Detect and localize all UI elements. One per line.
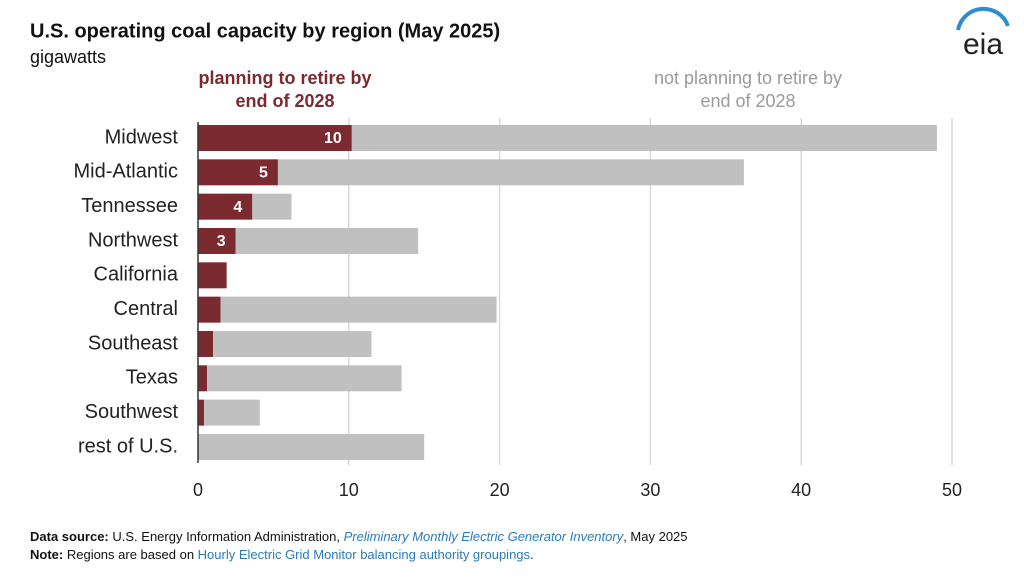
bar-segment: [213, 330, 372, 357]
chart-title: U.S. operating coal capacity by region (…: [30, 20, 500, 42]
logo: eia: [963, 28, 1003, 61]
value-label: 5: [259, 165, 268, 182]
bar-segment: [207, 365, 402, 392]
bar-segment: [198, 330, 214, 357]
y-tick-label: Tennessee: [81, 195, 178, 217]
x-tick-label: 50: [942, 480, 962, 500]
bar-segment: [198, 365, 208, 392]
note-after: .: [530, 547, 534, 562]
bar-segment: [198, 433, 425, 460]
note-text: Regions are based on: [66, 547, 198, 562]
y-tick-label: Mid-Atlantic: [74, 161, 178, 183]
legend-entry: planning to retire by end of 2028: [198, 68, 372, 111]
bar-segment: [204, 399, 260, 426]
chart-subtitle: gigawatts: [30, 47, 106, 67]
y-tick-label: Texas: [126, 367, 178, 389]
bar-segment: [351, 125, 937, 151]
y-tick-label: California: [94, 264, 179, 286]
x-tick-label: 20: [490, 480, 510, 500]
source-line: Data source: U.S. Energy Information Adm…: [30, 529, 688, 544]
value-label: 10: [324, 130, 342, 147]
source-label: Data source:: [30, 529, 109, 544]
y-tick-label: rest of U.S.: [78, 435, 178, 457]
x-tick-label: 40: [791, 480, 811, 500]
bar-segment: [198, 227, 236, 254]
bar-segment: [252, 193, 292, 220]
x-tick-label: 10: [339, 480, 359, 500]
bar-segment: [198, 159, 278, 186]
bar-segment: [198, 399, 205, 426]
source-link[interactable]: Preliminary Monthly Electric Generator I…: [343, 529, 624, 544]
value-label: 4: [233, 199, 242, 216]
bar-segment: [277, 159, 744, 186]
bar-segment: [198, 125, 352, 151]
logo-arc: [956, 6, 1010, 31]
note-label: Note:: [30, 547, 64, 562]
x-tick-label: 0: [193, 480, 203, 500]
source-after: , May 2025: [623, 529, 688, 544]
bar-segment: [198, 193, 253, 220]
bar-segment: [220, 296, 497, 323]
note-line: Note: Regions are based on Hourly Electr…: [30, 547, 534, 562]
y-tick-label: Northwest: [88, 229, 178, 251]
y-tick-label: Southwest: [85, 401, 179, 423]
bar-segment: [198, 262, 227, 289]
bar-segment: [198, 296, 221, 323]
y-tick-label: Central: [114, 298, 178, 320]
note-link[interactable]: Hourly Electric Grid Monitor balancing a…: [197, 547, 531, 562]
legend-entry: not planning to retire by end of 2028: [653, 68, 843, 111]
bar-segment: [235, 227, 419, 254]
source-text: U.S. Energy Information Administration,: [112, 529, 344, 544]
y-tick-label: Southeast: [88, 332, 179, 354]
x-tick-label: 30: [640, 480, 660, 500]
y-tick-label: Midwest: [105, 126, 179, 148]
value-label: 3: [217, 233, 226, 250]
